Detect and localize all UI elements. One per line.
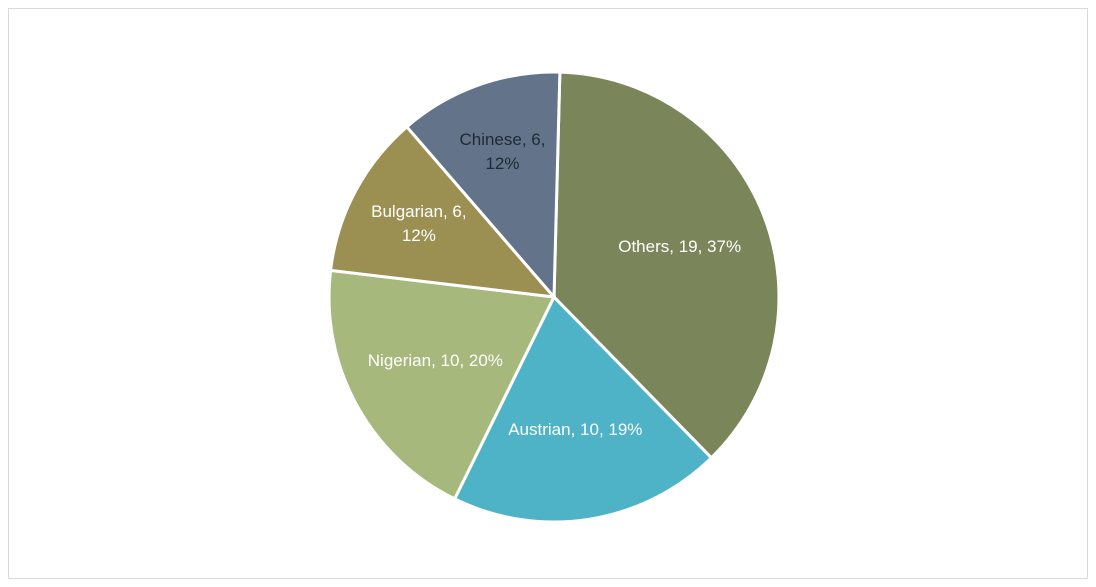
label-line: 12%: [402, 227, 436, 246]
pie-slice: [404, 70, 562, 301]
label-line: Chinese, 6,: [459, 130, 545, 149]
data-label: Austrian, 10, 19%: [508, 420, 642, 439]
data-label: Chinese, 6, 12%: [459, 130, 545, 173]
data-label: Others, 19, 37%: [618, 237, 741, 256]
label-line: Bulgarian, 6,: [371, 203, 466, 222]
pie-slice: [452, 294, 714, 524]
pie-slice: [327, 268, 557, 501]
data-label: Nigerian, 10, 20%: [368, 351, 503, 370]
label-line: 12%: [485, 154, 519, 173]
pie-slice: [328, 124, 558, 299]
data-label: Bulgarian, 6, 12%: [371, 203, 466, 246]
pie-slice: [552, 70, 781, 460]
